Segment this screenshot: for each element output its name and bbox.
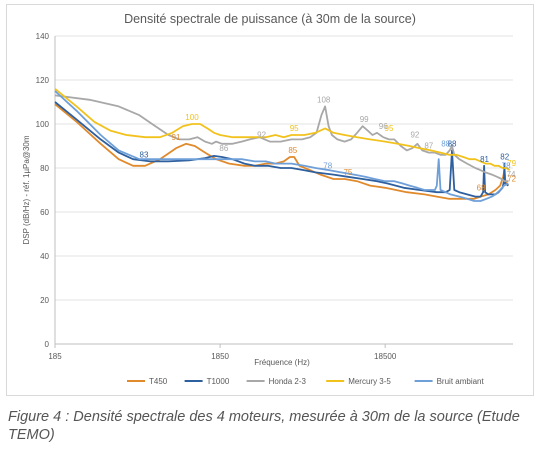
y-tick-label-80: 80 [40, 164, 49, 173]
y-tick-label-60: 60 [40, 208, 49, 217]
data-label-18: 88 [448, 139, 457, 148]
data-label-7: 74 [507, 170, 516, 179]
y-axis-title: DSP (dB/Hz) - réf. 1µPa@30m [22, 135, 31, 244]
data-label-2: 92 [257, 131, 266, 140]
data-label-5: 92 [410, 131, 419, 140]
data-label-10: 95 [385, 124, 394, 133]
chart-title: Densité spectrale de puissance (à 30m de… [124, 12, 416, 26]
data-label-16: 72 [507, 175, 516, 184]
data-label-9: 95 [290, 124, 299, 133]
data-label-6: 87 [424, 142, 433, 151]
y-tick-label-100: 100 [36, 120, 50, 129]
data-label-4: 96 [379, 122, 388, 131]
chart-frame: Densité spectrale de puissance (à 30m de… [6, 4, 534, 396]
data-label-23: 78 [502, 161, 511, 170]
legend-label-1: T1000 [207, 377, 230, 386]
series-line-mercury-3-5 [54, 88, 511, 171]
series-line-bruit-ambiant [54, 90, 509, 202]
data-label-0: 86 [219, 144, 228, 153]
legend-label-2: Honda 2-3 [269, 377, 307, 386]
legend-label-0: T450 [149, 377, 168, 386]
data-label-13: 85 [288, 146, 297, 155]
data-label-8: 100 [185, 113, 199, 122]
y-tick-label-20: 20 [40, 296, 49, 305]
x-tick-label-185: 185 [48, 352, 62, 361]
figure-caption: Figure 4 : Densité spectrale des 4 moteu… [8, 409, 520, 443]
data-label-3: 99 [360, 115, 369, 124]
y-tick-label-120: 120 [36, 76, 50, 85]
data-label-12: 91 [172, 133, 181, 142]
data-label-14: 75 [343, 168, 352, 177]
x-tick-label-1850: 1850 [211, 352, 229, 361]
data-label-11: 79 [507, 159, 516, 168]
data-label-21: 78 [323, 161, 332, 170]
spectral-density-chart: Densité spectrale de puissance (à 30m de… [22, 12, 517, 386]
x-axis-title: Fréquence (Hz) [254, 358, 310, 367]
data-label-20: 82 [500, 153, 509, 162]
legend-label-4: Bruit ambiant [437, 377, 485, 386]
data-label-17: 83 [140, 150, 149, 159]
data-label-22: 88 [441, 139, 450, 148]
y-tick-label-140: 140 [36, 32, 50, 41]
data-label-15: 68 [477, 183, 486, 192]
x-tick-label-18500: 18500 [374, 352, 397, 361]
data-label-1: 108 [317, 95, 331, 104]
y-tick-label-0: 0 [45, 340, 50, 349]
y-tick-label-40: 40 [40, 252, 49, 261]
legend-label-3: Mercury 3-5 [348, 377, 391, 386]
data-label-19: 81 [480, 155, 489, 164]
